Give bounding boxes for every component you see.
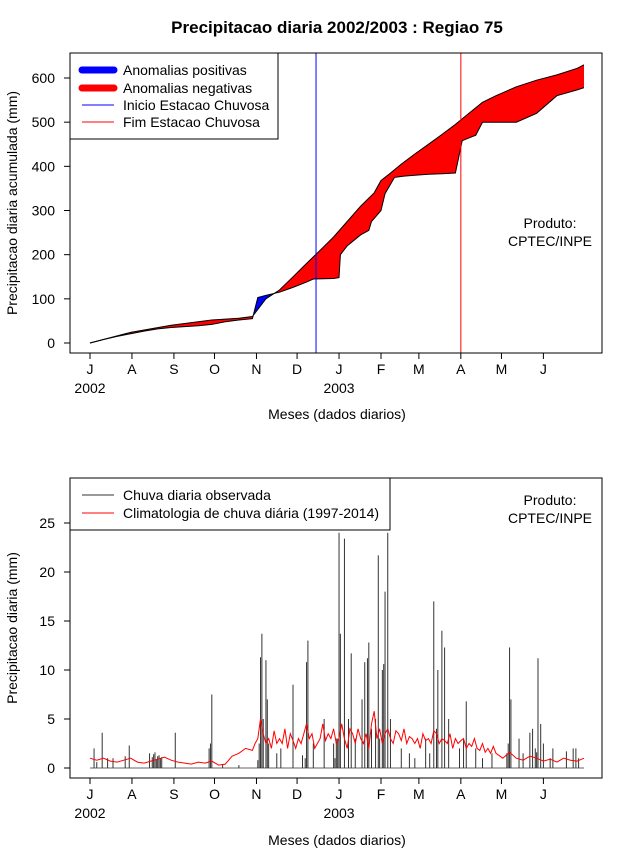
y-tick-label: 500 — [32, 114, 56, 130]
bottom-y-axis-label: Precipitacao diaria (mm) — [4, 552, 20, 704]
x-tick-label: D — [292, 786, 302, 802]
legend-negative-label: Anomalias negativas — [123, 80, 252, 96]
cumulative-chart: 0 100 200 300 400 500 600 J A S O N D J F M A M J 2002 2003… — [4, 52, 603, 422]
legend-positive-label: Anomalias positivas — [123, 62, 247, 78]
y-tick-label: 25 — [39, 515, 55, 531]
top-plot-area — [89, 53, 585, 353]
bottom-x-axis-label: Meses (dados diarios) — [268, 832, 406, 848]
top-x-axis: J A S O N D J F M A M J 2002 2003 — [74, 353, 547, 396]
bottom-annotation-line2: CPTEC/INPE — [508, 510, 592, 526]
x-year-label: 2003 — [323, 805, 354, 821]
bottom-legend: Chuva diaria observada Climatologia de c… — [69, 477, 391, 531]
x-year-label: 2002 — [74, 805, 105, 821]
y-tick-label: 0 — [47, 760, 55, 776]
top-annotation-line2: CPTEC/INPE — [508, 233, 592, 249]
top-y-axis-label: Precipitacao diaria acumulada (mm) — [4, 91, 20, 315]
x-tick-label: O — [209, 361, 220, 377]
negative-anomaly-area — [104, 316, 253, 340]
y-tick-label: 300 — [32, 203, 56, 219]
y-tick-label: 10 — [39, 662, 55, 678]
bottom-x-axis: J A S O N D J F M A M J 2002 2003 — [74, 778, 547, 821]
positive-anomaly-area — [253, 293, 275, 315]
y-tick-label: 15 — [39, 613, 55, 629]
x-tick-label: J — [87, 786, 94, 802]
y-tick-label: 100 — [32, 291, 56, 307]
x-tick-label: M — [413, 361, 425, 377]
x-tick-label: M — [413, 786, 425, 802]
top-x-axis-label: Meses (dados diarios) — [268, 406, 406, 422]
x-tick-label: O — [209, 786, 220, 802]
y-tick-label: 600 — [32, 70, 56, 86]
negative-anomaly-area — [275, 64, 584, 294]
x-tick-label: J — [336, 361, 343, 377]
bottom-annotation-line1: Produto: — [524, 492, 577, 508]
observed-cumulative-line — [89, 87, 585, 344]
top-legend: Anomalias positivas Anomalias negativas … — [69, 52, 279, 140]
bottom-legend-box — [69, 477, 391, 531]
x-tick-label: D — [292, 361, 302, 377]
daily-chart: 0 5 10 15 20 25 J A S O N D J F M A M J 2002 2003 Precipit… — [4, 477, 603, 848]
x-tick-label: J — [540, 786, 547, 802]
y-tick-label: 20 — [39, 564, 55, 580]
x-tick-label: J — [336, 786, 343, 802]
x-tick-label: F — [377, 786, 386, 802]
legend-end-label: Fim Estacao Chuvosa — [123, 114, 260, 130]
x-tick-label: N — [251, 361, 261, 377]
x-tick-label: F — [377, 361, 386, 377]
x-tick-label: A — [456, 361, 466, 377]
x-year-label: 2003 — [323, 380, 354, 396]
legend-observed-label: Chuva diaria observada — [123, 487, 271, 503]
legend-climatology-label: Climatologia de chuva diária (1997-2014) — [123, 505, 379, 521]
x-tick-label: S — [169, 786, 178, 802]
x-tick-label: A — [456, 786, 466, 802]
x-tick-label: M — [496, 361, 508, 377]
x-tick-label: M — [496, 786, 508, 802]
legend-start-label: Inicio Estacao Chuvosa — [123, 97, 270, 113]
x-tick-label: N — [251, 786, 261, 802]
bottom-plot-area — [89, 532, 585, 769]
x-year-label: 2002 — [74, 380, 105, 396]
y-tick-label: 400 — [32, 158, 56, 174]
x-tick-label: J — [540, 361, 547, 377]
top-plot-frame — [69, 52, 603, 354]
x-tick-label: S — [169, 361, 178, 377]
bottom-y-axis: 0 5 10 15 20 25 — [39, 515, 70, 776]
climatology-daily-line — [89, 711, 585, 766]
top-annotation-line1: Produto: — [524, 215, 577, 231]
x-tick-label: A — [127, 786, 137, 802]
x-tick-label: A — [127, 361, 137, 377]
y-tick-label: 0 — [47, 335, 55, 351]
y-tick-label: 5 — [47, 711, 55, 727]
x-tick-label: J — [87, 361, 94, 377]
top-y-axis: 0 100 200 300 400 500 600 — [32, 70, 70, 351]
y-tick-label: 200 — [32, 247, 56, 263]
chart-title: Precipitacao diaria 2002/2003 : Regiao 7… — [171, 18, 503, 37]
climatology-cumulative-line — [89, 64, 585, 344]
